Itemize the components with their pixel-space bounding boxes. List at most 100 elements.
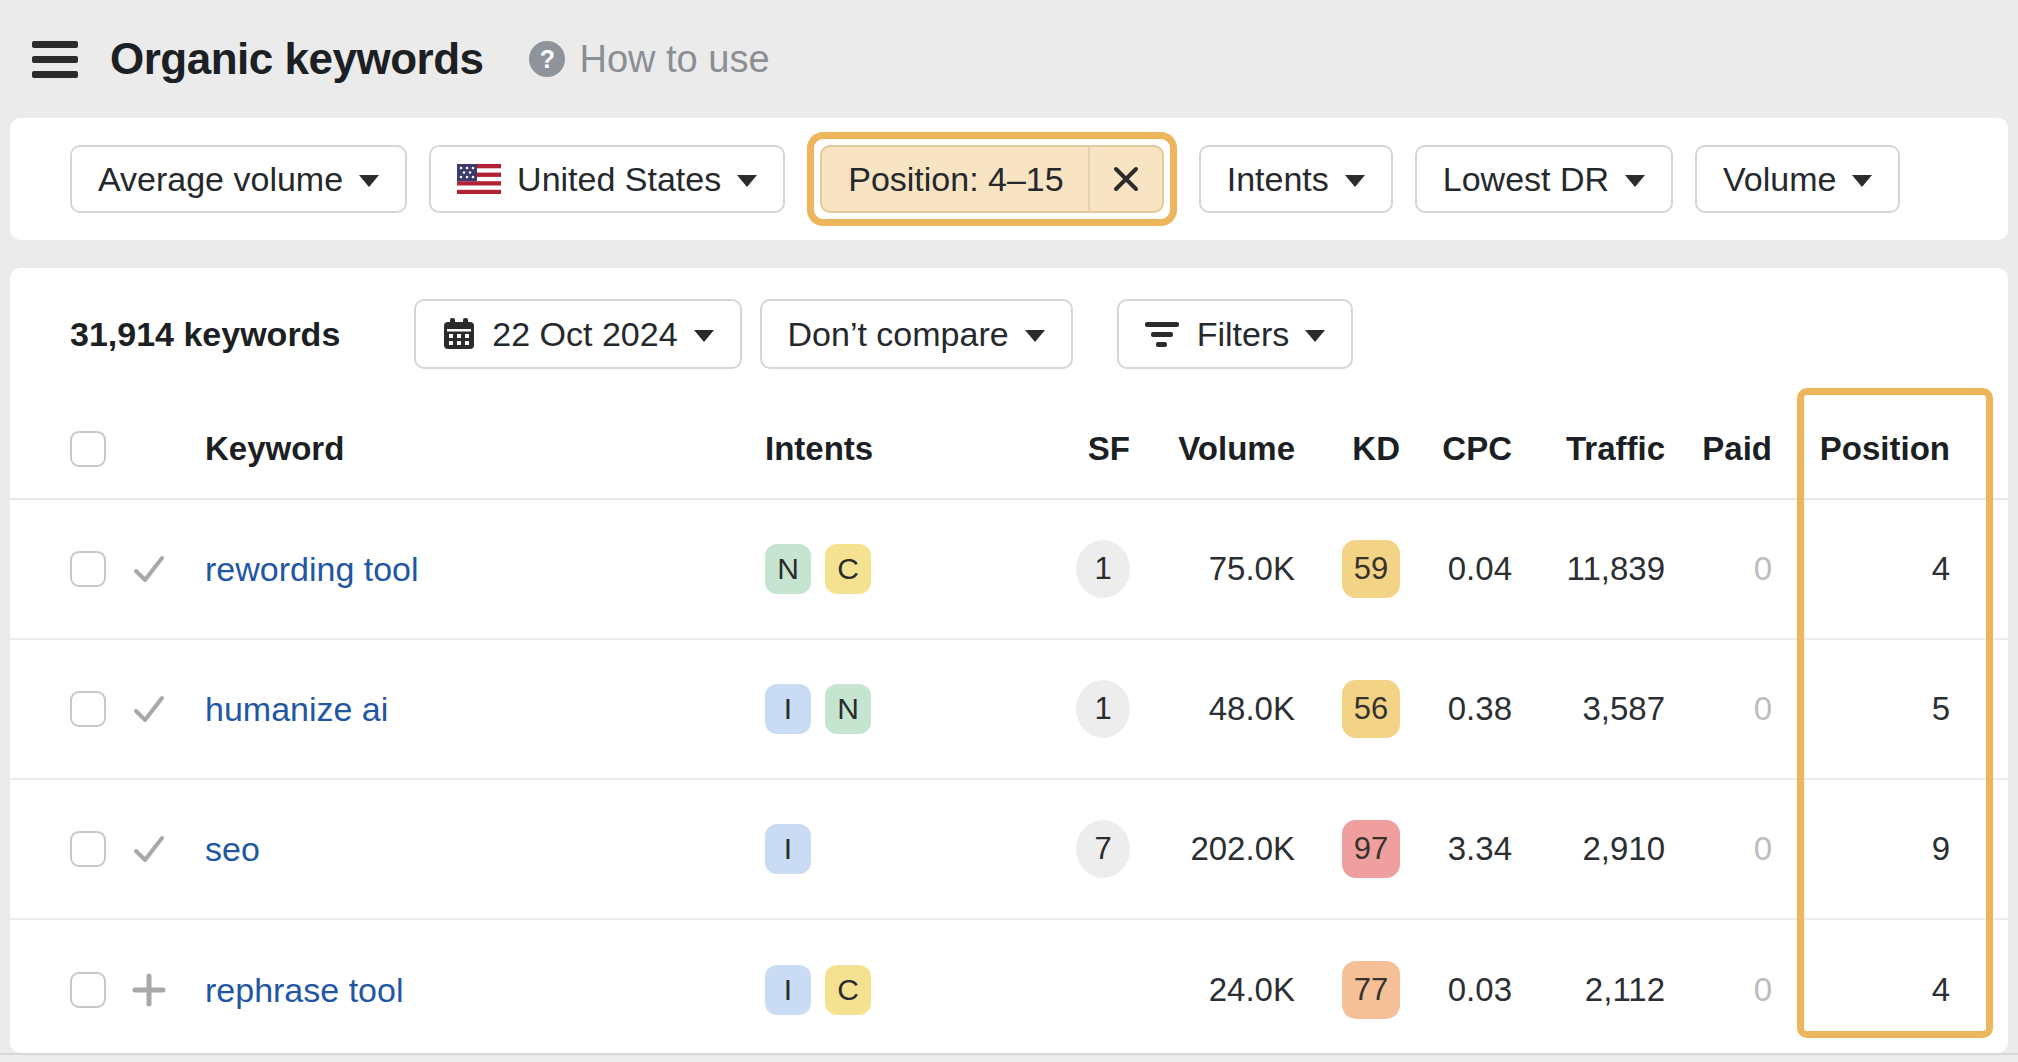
intent-badges: IN	[755, 684, 1000, 734]
row-checkbox[interactable]	[70, 972, 106, 1008]
position-filter-highlight: Position: 4–15	[807, 132, 1177, 226]
position-value: 4	[1772, 550, 1950, 588]
column-header-intents[interactable]: Intents	[755, 430, 1000, 468]
check-icon[interactable]	[130, 550, 168, 588]
chevron-down-icon	[1025, 330, 1045, 342]
keyword-link[interactable]: rewording tool	[205, 550, 419, 589]
check-icon[interactable]	[130, 690, 168, 728]
date-label: 22 Oct 2024	[492, 315, 677, 354]
volume-label: Volume	[1723, 160, 1836, 199]
column-header-kd[interactable]: KD	[1295, 430, 1400, 468]
table-header-row: Keyword Intents SF Volume KD CPC Traffic…	[10, 400, 2008, 500]
kd-badge: 77	[1342, 961, 1400, 1019]
position-value: 9	[1772, 830, 1950, 868]
compare-dropdown[interactable]: Don’t compare	[760, 299, 1073, 369]
chevron-down-icon	[737, 175, 757, 187]
table-row: humanize ai IN 1 48.0K 56 0.38 3,587 0 5	[10, 640, 2008, 780]
us-flag-icon	[457, 164, 501, 194]
table-row: rephrase tool IC 24.0K 77 0.03 2,112 0 4	[10, 920, 2008, 1053]
chevron-down-icon	[1305, 330, 1325, 342]
chevron-down-icon	[1625, 175, 1645, 187]
top-header: Organic keywords ? How to use	[0, 0, 2018, 118]
row-checkbox[interactable]	[70, 551, 106, 587]
add-keyword-icon[interactable]	[130, 971, 168, 1009]
column-header-cpc[interactable]: CPC	[1400, 430, 1512, 468]
position-value: 4	[1772, 971, 1950, 1009]
bottom-divider	[0, 1053, 2018, 1062]
remove-position-filter-button[interactable]	[1088, 147, 1162, 211]
country-dropdown[interactable]: United States	[429, 145, 785, 213]
filters-button[interactable]: Filters	[1117, 299, 1354, 369]
volume-value: 75.0K	[1130, 550, 1295, 588]
close-icon	[1112, 165, 1140, 193]
keyword-link[interactable]: humanize ai	[205, 690, 388, 729]
kd-badge: 56	[1342, 680, 1400, 738]
intent-badges: IC	[755, 965, 1000, 1015]
traffic-value: 2,112	[1512, 971, 1665, 1009]
funnel-icon	[1145, 322, 1179, 347]
cpc-value: 3.34	[1400, 830, 1512, 868]
average-volume-label: Average volume	[98, 160, 343, 199]
intent-badges: I	[755, 824, 1000, 874]
table-toolbar: 31,914 keywords 22 Oct 2024	[10, 268, 2008, 400]
select-all-checkbox[interactable]	[70, 431, 106, 467]
keyword-link[interactable]: rephrase tool	[205, 971, 403, 1010]
check-icon[interactable]	[130, 830, 168, 868]
table-body: rewording tool NC 1 75.0K 59 0.04 11,839…	[10, 500, 2008, 1053]
average-volume-dropdown[interactable]: Average volume	[70, 145, 407, 213]
row-checkbox[interactable]	[70, 831, 106, 867]
chevron-down-icon	[694, 330, 714, 342]
intents-label: Intents	[1227, 160, 1329, 199]
calendar-icon	[442, 317, 476, 351]
paid-value: 0	[1665, 971, 1772, 1009]
keywords-table-card: 31,914 keywords 22 Oct 2024	[10, 268, 2008, 1053]
lowest-dr-dropdown[interactable]: Lowest DR	[1415, 145, 1673, 213]
chevron-down-icon	[1345, 175, 1365, 187]
column-header-paid[interactable]: Paid	[1665, 430, 1772, 468]
intent-badges: NC	[755, 544, 1000, 594]
intent-badge-c: C	[825, 544, 871, 594]
keyword-link[interactable]: seo	[205, 830, 260, 869]
paid-value: 0	[1665, 690, 1772, 728]
question-circle-icon: ?	[529, 41, 565, 77]
column-header-traffic[interactable]: Traffic	[1512, 430, 1665, 468]
intent-badge-n: N	[825, 684, 871, 734]
chevron-down-icon	[1852, 175, 1872, 187]
lowest-dr-label: Lowest DR	[1443, 160, 1609, 199]
keyword-count: 31,914 keywords	[70, 315, 340, 354]
kd-badge: 97	[1342, 820, 1400, 878]
traffic-value: 11,839	[1512, 550, 1665, 588]
column-header-position[interactable]: Position	[1772, 430, 1950, 468]
filters-label: Filters	[1197, 315, 1290, 354]
traffic-value: 2,910	[1512, 830, 1665, 868]
row-checkbox[interactable]	[70, 691, 106, 727]
volume-dropdown[interactable]: Volume	[1695, 145, 1900, 213]
volume-value: 24.0K	[1130, 971, 1295, 1009]
date-picker-button[interactable]: 22 Oct 2024	[414, 299, 741, 369]
cpc-value: 0.03	[1400, 971, 1512, 1009]
serp-features-count[interactable]: 1	[1076, 680, 1130, 738]
chevron-down-icon	[359, 175, 379, 187]
intent-badge-c: C	[825, 965, 871, 1015]
serp-features-count[interactable]: 1	[1076, 540, 1130, 598]
how-to-use[interactable]: ? How to use	[529, 38, 769, 81]
cpc-value: 0.04	[1400, 550, 1512, 588]
column-header-keyword[interactable]: Keyword	[192, 430, 755, 468]
column-header-volume[interactable]: Volume	[1130, 430, 1295, 468]
intent-badge-i: I	[765, 824, 811, 874]
kd-badge: 59	[1342, 540, 1400, 598]
table-row: rewording tool NC 1 75.0K 59 0.04 11,839…	[10, 500, 2008, 640]
traffic-value: 3,587	[1512, 690, 1665, 728]
position-filter-label: Position: 4–15	[822, 160, 1088, 199]
paid-value: 0	[1665, 830, 1772, 868]
organic-keywords-page: Organic keywords ? How to use Average vo…	[0, 0, 2018, 1062]
intent-badge-n: N	[765, 544, 811, 594]
paid-value: 0	[1665, 550, 1772, 588]
column-header-sf[interactable]: SF	[1000, 430, 1130, 468]
serp-features-count[interactable]: 7	[1076, 820, 1130, 878]
intents-dropdown[interactable]: Intents	[1199, 145, 1393, 213]
menu-icon[interactable]	[32, 41, 78, 78]
position-filter-chip[interactable]: Position: 4–15	[820, 145, 1164, 213]
how-to-use-label: How to use	[579, 38, 769, 81]
filter-bar: Average volume	[10, 118, 2008, 240]
